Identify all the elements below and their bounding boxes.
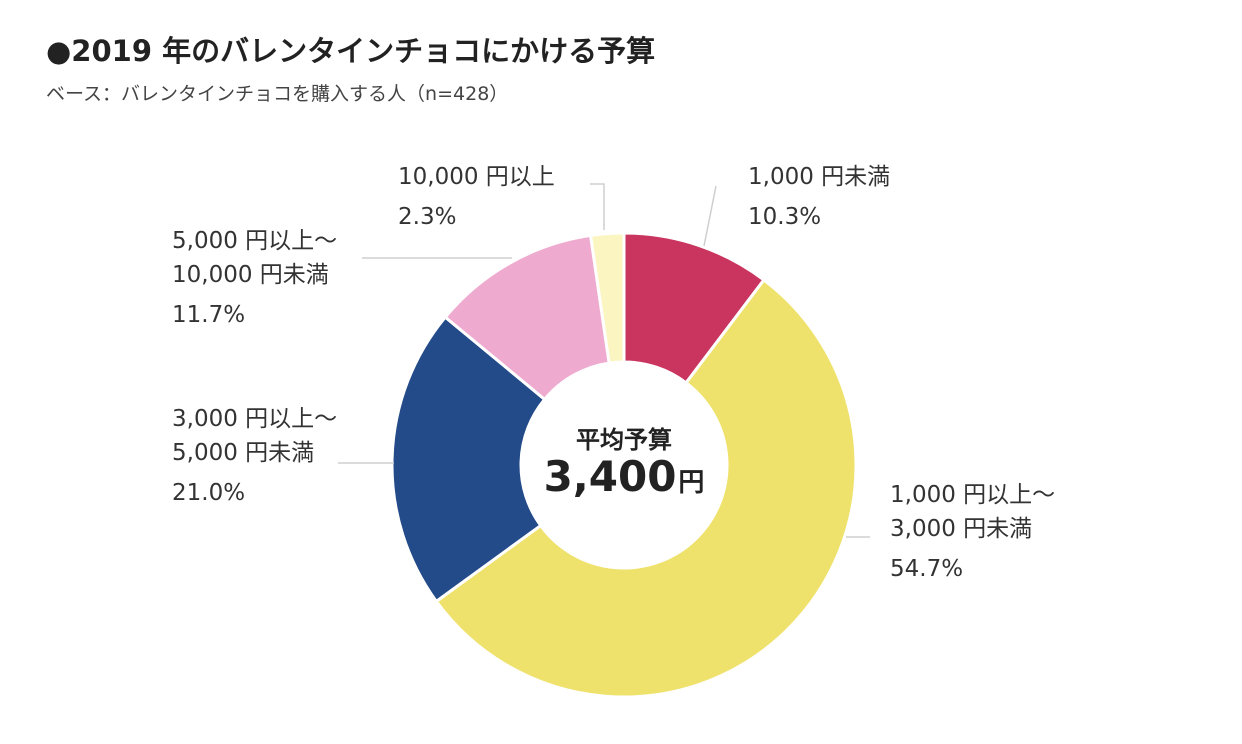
slice-value: 21.0% bbox=[172, 480, 246, 506]
slice-label-3000-5000: 3,000 円以上～ 5,000 円未満 21.0% bbox=[172, 402, 337, 510]
slice-name: 5,000 円以上～ 10,000 円未満 bbox=[172, 228, 338, 288]
slice-label-5000-10000: 5,000 円以上～ 10,000 円未満 11.7% bbox=[172, 224, 337, 332]
slice-name: 1,000 円未満 bbox=[748, 164, 891, 190]
slice-name: 3,000 円以上～ 5,000 円未満 bbox=[172, 406, 338, 466]
leader-under-1000 bbox=[703, 185, 717, 247]
slice-3000-5000 bbox=[390, 315, 547, 604]
slice-name: 10,000 円以上 bbox=[398, 164, 555, 190]
slice-label-over-10000: 10,000 円以上 2.3% bbox=[398, 160, 555, 234]
leader-lines bbox=[338, 183, 870, 538]
slice-label-1000-3000: 1,000 円以上～ 3,000 円未満 54.7% bbox=[890, 478, 1055, 586]
slice-over-10000 bbox=[588, 231, 626, 365]
slice-5000-10000 bbox=[443, 233, 611, 402]
slice-label-under-1000: 1,000 円未満 10.3% bbox=[748, 160, 890, 234]
average-budget-label: 平均予算 bbox=[576, 426, 672, 454]
average-budget-amount: 3,400 bbox=[543, 452, 677, 501]
chart-subtitle: ベース：バレンタインチョコを購入する人（n=428） bbox=[46, 83, 509, 105]
slice-value: 10.3% bbox=[748, 204, 822, 230]
donut-slices bbox=[390, 231, 858, 699]
leader-over-10000 bbox=[590, 183, 605, 230]
chart-title: ●2019 年のバレンタインチョコにかける予算 bbox=[46, 34, 656, 68]
slice-value: 2.3% bbox=[398, 204, 457, 230]
slice-name: 1,000 円以上～ 3,000 円未満 bbox=[890, 482, 1056, 542]
average-budget-unit: 円 bbox=[678, 468, 705, 498]
average-budget-value: 3,400円 bbox=[524, 452, 724, 501]
slice-value: 54.7% bbox=[890, 556, 964, 582]
slice-1000-3000 bbox=[434, 277, 858, 699]
slice-value: 11.7% bbox=[172, 302, 246, 328]
